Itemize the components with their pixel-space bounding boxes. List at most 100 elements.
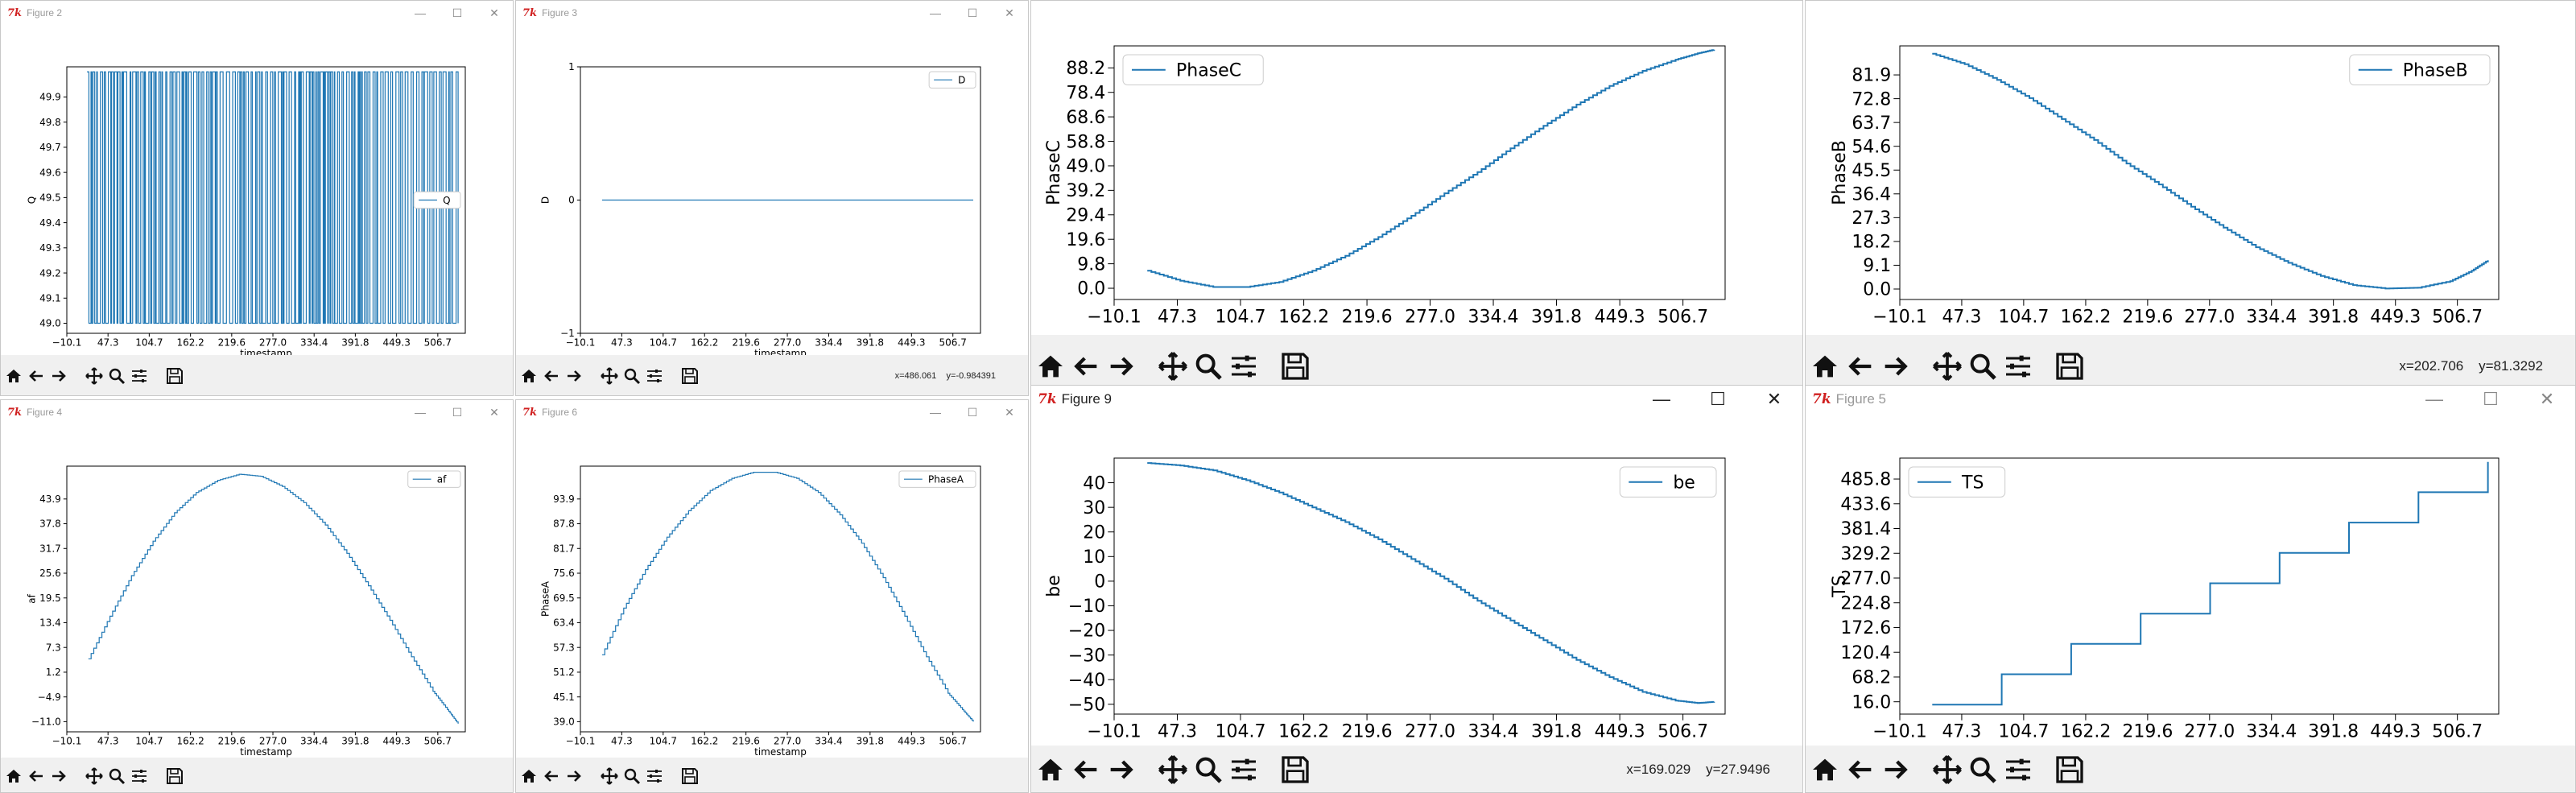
figure-canvas[interactable]: −10.1 47.3 104.7 162.2 219.6 277.0 334.4 391.8 4…	[1031, 1, 1802, 335]
back-icon[interactable]	[1070, 754, 1102, 786]
pan-icon[interactable]	[1931, 350, 1963, 382]
zoom-icon[interactable]	[1967, 754, 1999, 786]
save-icon[interactable]	[1279, 754, 1311, 786]
configure-icon[interactable]	[1228, 350, 1260, 382]
pan-icon[interactable]	[1157, 350, 1189, 382]
maximize-icon[interactable]: ☐	[1710, 389, 1726, 409]
zoom-icon[interactable]	[1192, 350, 1224, 382]
back-icon[interactable]	[27, 366, 46, 386]
configure-icon[interactable]	[645, 366, 664, 386]
home-icon[interactable]	[1034, 350, 1067, 382]
home-icon[interactable]	[1034, 754, 1067, 786]
maximize-icon[interactable]: ☐	[967, 6, 978, 19]
minimize-icon[interactable]: —	[2425, 389, 2443, 409]
save-icon[interactable]	[165, 766, 184, 786]
maximize-icon[interactable]: ☐	[452, 405, 463, 419]
window-titlebar[interactable]: 7k Figure 5 — ☐ ✕	[1806, 386, 2575, 413]
window-titlebar[interactable]: 7k Figure 2 — ☐ ✕	[1, 1, 513, 25]
home-icon[interactable]	[1809, 350, 1841, 382]
close-icon[interactable]: ✕	[1005, 6, 1014, 19]
figure-canvas[interactable]: −10.1 47.3 104.7 162.2 219.6 277.0 334.4 391.8 4…	[1031, 413, 1802, 746]
figure-canvas[interactable]: −10.1 47.3 104.7 162.2 219.6 277.0 334.4 391.8 4…	[1806, 1, 2575, 335]
configure-icon[interactable]	[2002, 754, 2034, 786]
save-icon[interactable]	[165, 366, 184, 386]
tk-logo-icon: 7k	[7, 406, 23, 419]
window-titlebar[interactable]: 7k Figure 4 — ☐ ✕	[1, 400, 513, 424]
home-icon[interactable]	[1809, 754, 1841, 786]
forward-icon[interactable]	[49, 766, 68, 786]
back-icon[interactable]	[542, 366, 561, 386]
figure-window[interactable]: −10.1 47.3 104.7 162.2 219.6 277.0 334.4 391.8 4…	[1805, 0, 2576, 396]
forward-icon[interactable]	[1105, 350, 1137, 382]
pan-icon[interactable]	[1157, 754, 1189, 786]
minimize-icon[interactable]: —	[1653, 389, 1670, 409]
maximize-icon[interactable]: ☐	[967, 405, 978, 419]
forward-icon[interactable]	[1880, 350, 1912, 382]
figure-window[interactable]: −10.1 47.3 104.7 162.2 219.6 277.0 334.4 391.8 4…	[1805, 385, 2576, 793]
close-icon[interactable]: ✕	[489, 6, 499, 19]
configure-icon[interactable]	[130, 766, 149, 786]
save-icon[interactable]	[2054, 754, 2086, 786]
forward-icon[interactable]	[1105, 754, 1137, 786]
figure-window[interactable]: −10.1 47.3 104.7 162.2 219.6 277.0 334.4 391.8 4…	[515, 0, 1029, 396]
forward-icon[interactable]	[1880, 754, 1912, 786]
home-icon[interactable]	[519, 366, 539, 386]
close-icon[interactable]: ✕	[489, 405, 499, 419]
figure-canvas[interactable]: −10.1 47.3 104.7 162.2 219.6 277.0 334.4 391.8 4…	[1, 431, 513, 758]
window-titlebar[interactable]: 7k Figure 9 — ☐ ✕	[1031, 386, 1802, 413]
zoom-icon[interactable]	[622, 766, 642, 786]
close-icon[interactable]: ✕	[1005, 405, 1014, 419]
pan-icon[interactable]	[85, 766, 104, 786]
configure-icon[interactable]	[645, 766, 664, 786]
figure-canvas[interactable]: −10.1 47.3 104.7 162.2 219.6 277.0 334.4 391.8 4…	[516, 431, 1028, 758]
back-icon[interactable]	[542, 766, 561, 786]
figure-window[interactable]: −10.1 47.3 104.7 162.2 219.6 277.0 334.4 391.8 4…	[0, 0, 514, 396]
configure-icon[interactable]	[130, 366, 149, 386]
window-titlebar[interactable]: 7k Figure 6 — ☐ ✕	[516, 400, 1028, 424]
zoom-icon[interactable]	[107, 766, 126, 786]
minimize-icon[interactable]: —	[930, 6, 941, 19]
maximize-icon[interactable]: ☐	[2483, 389, 2499, 409]
pan-icon[interactable]	[1931, 754, 1963, 786]
y-tick-label: 72.8	[1852, 89, 1891, 109]
forward-icon[interactable]	[49, 366, 68, 386]
figure-window[interactable]: −10.1 47.3 104.7 162.2 219.6 277.0 334.4 391.8 4…	[1030, 385, 1803, 793]
home-icon[interactable]	[4, 366, 23, 386]
save-icon[interactable]	[2054, 350, 2086, 382]
figure-canvas[interactable]: −10.1 47.3 104.7 162.2 219.6 277.0 334.4 391.8 4…	[1806, 413, 2575, 746]
back-icon[interactable]	[1844, 754, 1876, 786]
close-icon[interactable]: ✕	[1766, 389, 1782, 409]
zoom-icon[interactable]	[107, 366, 126, 386]
back-icon[interactable]	[1844, 350, 1876, 382]
forward-icon[interactable]	[564, 366, 584, 386]
minimize-icon[interactable]: —	[415, 406, 426, 419]
save-icon[interactable]	[680, 366, 700, 386]
save-icon[interactable]	[680, 766, 700, 786]
home-icon[interactable]	[4, 766, 23, 786]
x-tick-label: 277.0	[259, 736, 287, 747]
zoom-icon[interactable]	[1967, 350, 1999, 382]
zoom-icon[interactable]	[622, 366, 642, 386]
back-icon[interactable]	[1070, 350, 1102, 382]
maximize-icon[interactable]: ☐	[452, 6, 463, 19]
pan-icon[interactable]	[600, 766, 619, 786]
pan-icon[interactable]	[85, 366, 104, 386]
figure-window[interactable]: −10.1 47.3 104.7 162.2 219.6 277.0 334.4 391.8 4…	[515, 399, 1029, 793]
forward-icon[interactable]	[564, 766, 584, 786]
close-icon[interactable]: ✕	[2539, 389, 2555, 409]
minimize-icon[interactable]: —	[930, 406, 941, 419]
home-icon[interactable]	[519, 766, 539, 786]
figure-canvas[interactable]: −10.1 47.3 104.7 162.2 219.6 277.0 334.4 391.8 4…	[1, 33, 513, 359]
pan-icon[interactable]	[600, 366, 619, 386]
window-titlebar[interactable]: 7k Figure 3 — ☐ ✕	[516, 1, 1028, 25]
save-icon[interactable]	[1279, 350, 1311, 382]
zoom-icon[interactable]	[1192, 754, 1224, 786]
plot-svg: −10.1 47.3 104.7 162.2 219.6 277.0 334.4 391.8 4…	[26, 66, 466, 359]
configure-icon[interactable]	[2002, 350, 2034, 382]
figure-window[interactable]: −10.1 47.3 104.7 162.2 219.6 277.0 334.4 391.8 4…	[0, 399, 514, 793]
minimize-icon[interactable]: —	[415, 6, 426, 19]
figure-window[interactable]: −10.1 47.3 104.7 162.2 219.6 277.0 334.4 391.8 4…	[1030, 0, 1803, 396]
back-icon[interactable]	[27, 766, 46, 786]
configure-icon[interactable]	[1228, 754, 1260, 786]
figure-canvas[interactable]: −10.1 47.3 104.7 162.2 219.6 277.0 334.4 391.8 4…	[516, 33, 1028, 359]
